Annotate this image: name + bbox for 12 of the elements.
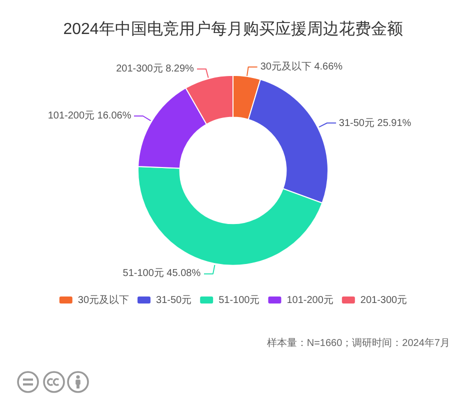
- legend-label: 30元及以下: [78, 294, 130, 306]
- legend-label: 101-200元: [286, 294, 334, 306]
- legend-label: 201-300元: [360, 294, 408, 306]
- category-label: 31-50元 25.91%: [338, 118, 412, 130]
- category-label: 101-200元 16.06%: [48, 110, 132, 122]
- category-label: 30元及以下 4.66%: [260, 61, 343, 72]
- chart-title: 2024年中国电竞用户每月购买应援周边花费金额: [63, 20, 403, 38]
- legend-label: 31-50元: [156, 294, 192, 306]
- category-label: 51-100元 45.08%: [122, 268, 201, 280]
- text: 样本量：N=1660；调研时间：2024年7月: [266, 336, 450, 350]
- category-label: 201-300元 8.29%: [116, 64, 194, 75]
- legend-label: 51-100元: [218, 294, 260, 306]
